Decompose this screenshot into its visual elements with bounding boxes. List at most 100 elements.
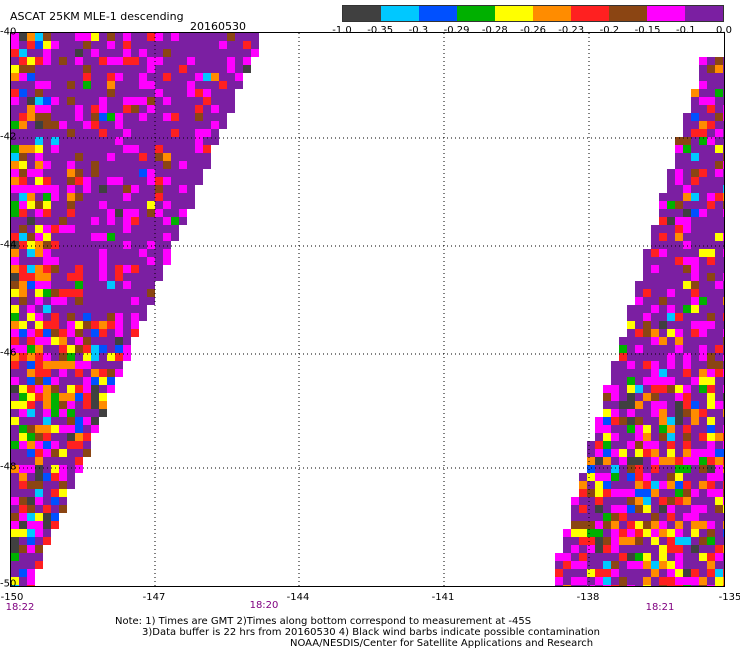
swath-cell <box>19 137 27 145</box>
swath-cell <box>675 337 683 345</box>
swath-cell <box>595 537 603 545</box>
swath-cell <box>635 441 643 449</box>
swath-cell <box>83 281 91 289</box>
swath-cell <box>59 353 67 361</box>
swath-cell <box>627 433 635 441</box>
swath-cell <box>595 529 603 537</box>
swath-cell <box>683 177 691 185</box>
swath-cell <box>59 385 67 393</box>
swath-cell <box>723 121 724 129</box>
swath-cell <box>131 273 139 281</box>
swath-cell <box>651 289 659 297</box>
swath-cell <box>651 241 659 249</box>
swath-cell <box>635 457 643 465</box>
swath-cell <box>723 297 724 305</box>
swath-cell <box>59 449 67 457</box>
swath-cell <box>603 585 611 586</box>
swath-cell <box>219 105 227 113</box>
swath-cell <box>107 305 115 313</box>
swath-cell <box>27 201 35 209</box>
swath-cell <box>83 145 91 153</box>
swath-cell <box>131 49 139 57</box>
swath-cell <box>203 97 211 105</box>
swath-cell <box>643 585 651 586</box>
swath-cell <box>715 521 723 529</box>
swath-cell <box>699 529 707 537</box>
swath-cell <box>195 153 203 161</box>
swath-cell <box>595 441 603 449</box>
swath-cell <box>115 185 123 193</box>
swath-cell <box>571 521 579 529</box>
swath-cell <box>27 313 35 321</box>
swath-cell <box>611 577 619 585</box>
swath-cell <box>603 489 611 497</box>
swath-cell <box>707 417 715 425</box>
swath-cell <box>691 537 699 545</box>
swath-cell <box>699 265 707 273</box>
swath-cell <box>123 177 131 185</box>
swath-cell <box>51 105 59 113</box>
swath-cell <box>707 273 715 281</box>
swath-cell <box>699 553 707 561</box>
swath-cell <box>611 465 619 473</box>
swath-cell <box>611 457 619 465</box>
swath-cell <box>211 137 219 145</box>
swath-cell <box>59 409 67 417</box>
swath-cell <box>659 217 667 225</box>
swath-cell <box>35 393 43 401</box>
swath-cell <box>635 561 643 569</box>
swath-cell <box>147 89 155 97</box>
swath-cell <box>51 265 59 273</box>
swath-cell <box>19 433 27 441</box>
swath-cell <box>59 401 67 409</box>
swath-cell <box>107 289 115 297</box>
swath-cell <box>67 225 75 233</box>
swath-cell <box>75 57 83 65</box>
swath-cell <box>723 545 724 553</box>
swath-cell <box>675 369 683 377</box>
swath-cell <box>99 393 107 401</box>
swath-cell <box>155 113 163 121</box>
swath-cell <box>707 297 715 305</box>
swath-cell <box>203 153 211 161</box>
swath-cell <box>707 305 715 313</box>
swath-cell <box>139 265 147 273</box>
swath-cell <box>107 73 115 81</box>
swath-cell <box>35 209 43 217</box>
swath-cell <box>619 465 627 473</box>
swath-cell <box>67 361 75 369</box>
swath-cell <box>35 193 43 201</box>
swath-cell <box>195 121 203 129</box>
swath-cell <box>163 225 171 233</box>
swath-cell <box>667 577 675 585</box>
swath-cell <box>715 89 723 97</box>
swath-cell <box>723 193 724 201</box>
swath-cell <box>43 273 51 281</box>
swath-cell <box>643 577 651 585</box>
swath-cell <box>139 297 147 305</box>
swath-cell <box>675 473 683 481</box>
swath-cell <box>67 297 75 305</box>
swath-cell <box>723 185 724 193</box>
swath-cell <box>139 241 147 249</box>
swath-cell <box>667 305 675 313</box>
swath-cell <box>595 585 603 586</box>
swath-cell <box>99 73 107 81</box>
swath-cell <box>651 321 659 329</box>
swath-cell <box>115 105 123 113</box>
swath-cell <box>723 497 724 505</box>
swath-cell <box>643 513 651 521</box>
swath-cell <box>27 513 35 521</box>
swath-cell <box>715 545 723 553</box>
swath-cell <box>715 353 723 361</box>
swath-cell <box>11 201 19 209</box>
swath-cell <box>83 185 91 193</box>
swath-cell <box>619 457 627 465</box>
swath-cell <box>683 153 691 161</box>
swath-cell <box>667 393 675 401</box>
swath-cell <box>691 473 699 481</box>
swath-cell <box>75 209 83 217</box>
swath-cell <box>35 361 43 369</box>
swath-cell <box>99 313 107 321</box>
swath-cell <box>707 281 715 289</box>
